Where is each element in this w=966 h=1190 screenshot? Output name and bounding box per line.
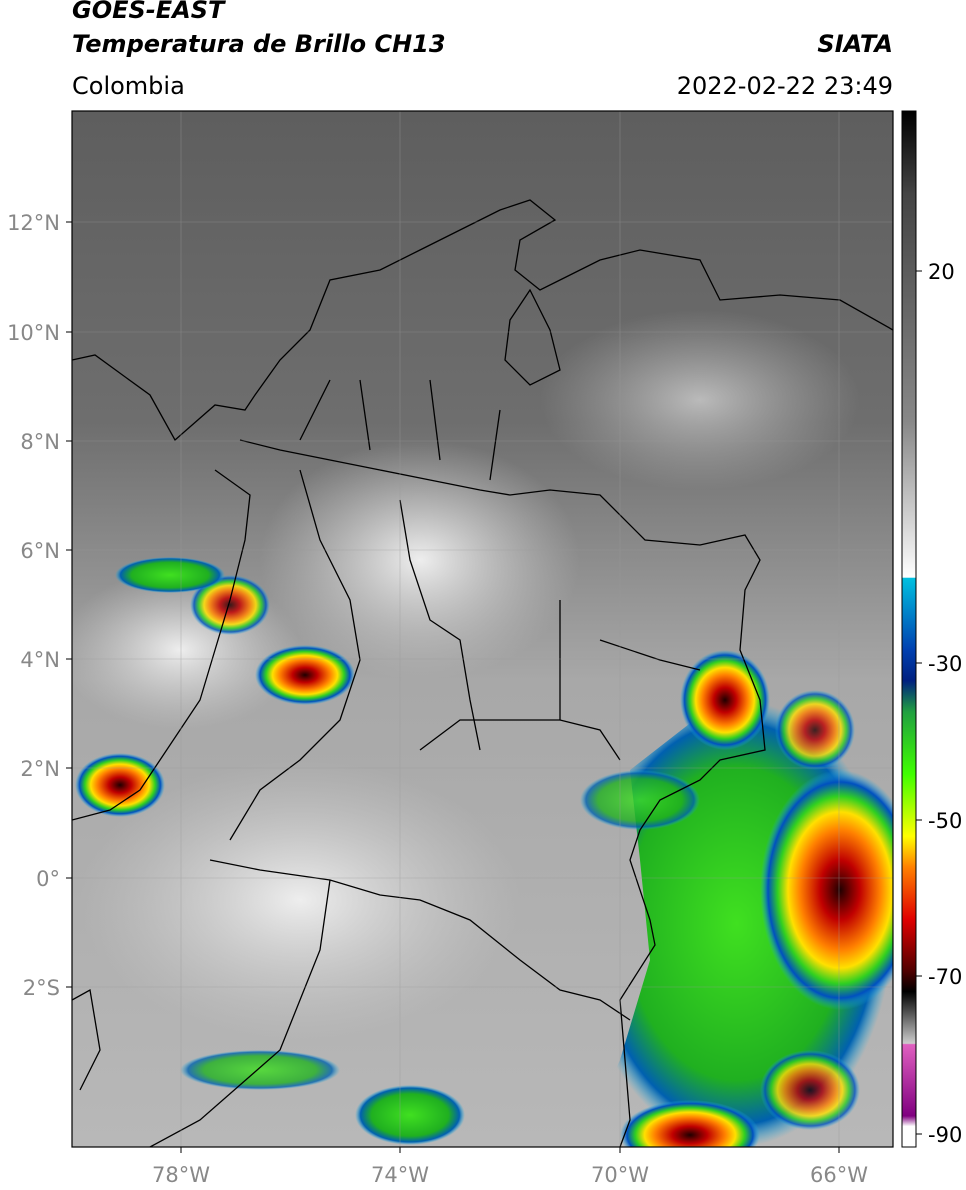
lat-label: 8°N <box>20 430 60 454</box>
title: GOES-EAST <box>72 0 225 24</box>
colorbar-label: -50 <box>928 809 962 833</box>
lat-label: 12°N <box>7 211 60 235</box>
lon-label: 78°W <box>152 1163 210 1187</box>
lon-label: 74°W <box>371 1163 429 1187</box>
lon-label: 66°W <box>810 1163 868 1187</box>
lat-label: 6°N <box>20 539 60 563</box>
map-frame <box>71 110 894 1148</box>
colorbar <box>901 110 917 1148</box>
lat-label: 2°N <box>20 757 60 781</box>
lat-label: 0° <box>36 867 60 891</box>
colorbar-label: -30 <box>928 652 962 676</box>
datetime: 2022-02-22 23:49 <box>676 72 893 100</box>
colorbar-label: 20 <box>928 260 955 284</box>
lon-label: 70°W <box>591 1163 649 1187</box>
satellite-image <box>72 111 893 1147</box>
title: Temperatura de Brillo CH13 <box>72 30 446 58</box>
colorbar-label: -70 <box>928 965 962 989</box>
lat-label: 4°N <box>20 648 60 672</box>
lat-label: 10°N <box>7 321 60 345</box>
source: SIATA <box>817 30 893 58</box>
colorbar-label: -90 <box>928 1123 962 1147</box>
lat-label: 2°S <box>23 976 60 1000</box>
region: Colombia <box>72 72 185 100</box>
